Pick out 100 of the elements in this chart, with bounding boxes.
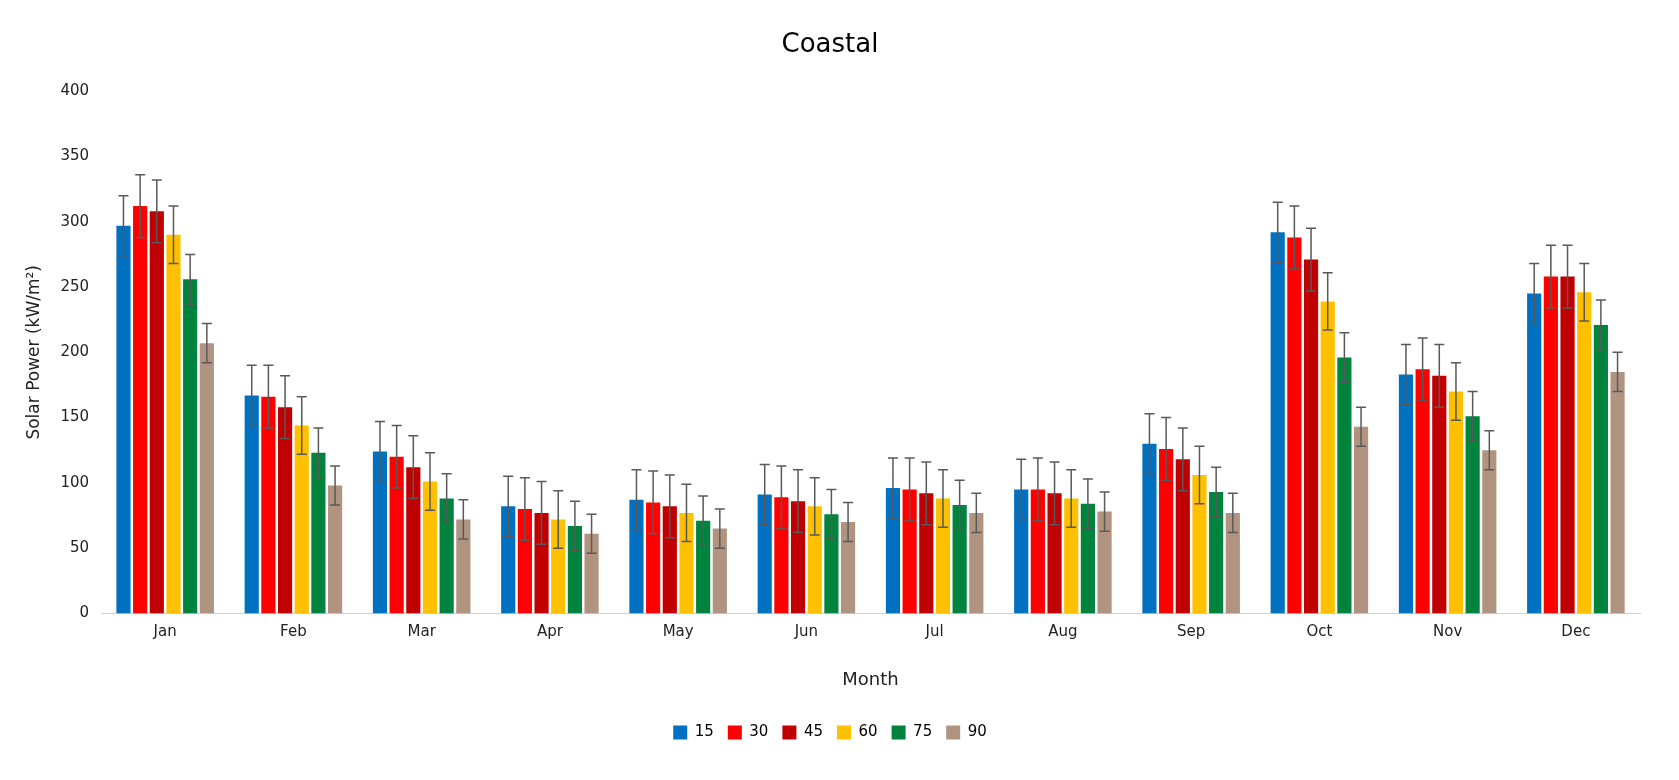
bar	[1064, 498, 1079, 614]
bar	[199, 343, 214, 614]
bar	[277, 407, 293, 614]
x-tick-label: Jun	[793, 622, 819, 641]
bar	[517, 508, 532, 614]
bar	[807, 506, 822, 614]
bar	[567, 525, 582, 614]
legend-label: 45	[803, 722, 824, 741]
bar	[183, 279, 198, 614]
bar	[1192, 475, 1207, 614]
legend-label: 75	[913, 722, 933, 741]
bar	[712, 528, 727, 614]
y-tick-label: 150	[60, 407, 90, 426]
bar	[1270, 232, 1285, 614]
x-tick-label: May	[662, 622, 694, 641]
bar	[952, 505, 967, 614]
bar	[902, 489, 917, 614]
bar	[1209, 491, 1224, 614]
bar	[1560, 276, 1575, 614]
bar	[679, 512, 694, 614]
bar	[1415, 369, 1430, 614]
x-tick-label: Jul	[924, 622, 944, 641]
x-tick-label: Dec	[1561, 622, 1591, 641]
bar	[790, 501, 806, 614]
bar	[584, 533, 599, 614]
bar	[1030, 489, 1045, 614]
bar	[696, 520, 711, 614]
x-tick-label: Sep	[1176, 622, 1206, 641]
x-tick-label: Nov	[1432, 622, 1463, 641]
bar	[1398, 374, 1414, 614]
bar	[328, 485, 343, 614]
y-tick-label: 200	[60, 342, 90, 361]
bar	[1047, 493, 1062, 614]
bar	[1287, 237, 1302, 614]
bar	[1432, 375, 1447, 614]
bar	[311, 452, 326, 614]
bar	[534, 512, 549, 614]
bar	[757, 494, 772, 614]
bar	[244, 395, 259, 614]
bar	[1465, 416, 1480, 614]
bar	[1097, 511, 1112, 614]
bar	[1448, 391, 1464, 614]
bar	[133, 206, 148, 614]
bar	[456, 519, 471, 614]
bar	[422, 481, 438, 614]
y-tick-label: 300	[60, 211, 90, 230]
bar	[629, 499, 644, 614]
bar	[1482, 450, 1497, 614]
bar	[774, 497, 789, 614]
x-tick-label: Feb	[280, 622, 307, 641]
bar	[1225, 512, 1240, 614]
bar	[1175, 459, 1190, 614]
bar	[372, 451, 388, 614]
bar	[1353, 426, 1369, 614]
x-tick-label: Oct	[1306, 622, 1333, 641]
x-axis-title: Month	[842, 667, 899, 689]
y-tick-label: 100	[60, 472, 90, 491]
y-tick-label: 0	[79, 603, 90, 622]
bar	[840, 522, 856, 614]
bar	[1543, 276, 1558, 614]
bar	[149, 211, 164, 614]
bar	[261, 396, 276, 614]
bar	[969, 512, 984, 614]
bar	[1080, 503, 1095, 614]
bar	[1610, 371, 1625, 614]
legend-label: 60	[858, 722, 878, 741]
bar	[1337, 357, 1352, 614]
bar	[389, 456, 404, 614]
bar	[1577, 292, 1592, 614]
bar	[919, 493, 934, 614]
bar	[935, 498, 951, 614]
x-tick-label: Apr	[536, 622, 564, 641]
bar	[294, 425, 309, 614]
bar	[1159, 448, 1174, 614]
y-tick-label: 400	[60, 81, 90, 100]
y-axis-title: Solar Power (kW/m²)	[22, 265, 43, 440]
bar	[439, 498, 454, 614]
y-tick-label: 250	[60, 276, 90, 295]
legend-label: 30	[749, 722, 769, 741]
bar	[646, 502, 661, 614]
bar	[1527, 293, 1542, 614]
bar	[1593, 324, 1608, 614]
bar	[501, 506, 516, 614]
x-tick-label: Jan	[152, 622, 177, 641]
x-tick-label: Aug	[1048, 622, 1078, 641]
chart-title: Coastal	[781, 28, 879, 59]
x-tick-label: Mar	[407, 622, 437, 641]
bar	[166, 234, 181, 614]
y-tick-label: 50	[69, 538, 90, 557]
bar	[885, 488, 901, 614]
bar	[824, 514, 839, 614]
bar	[1320, 301, 1335, 614]
bar	[662, 506, 677, 614]
bar	[406, 467, 421, 614]
bar	[116, 225, 131, 614]
legend-label: 15	[694, 722, 714, 741]
legend-label: 90	[967, 722, 987, 741]
bar	[1303, 259, 1319, 614]
bar	[1014, 489, 1029, 614]
bar	[1142, 443, 1157, 614]
